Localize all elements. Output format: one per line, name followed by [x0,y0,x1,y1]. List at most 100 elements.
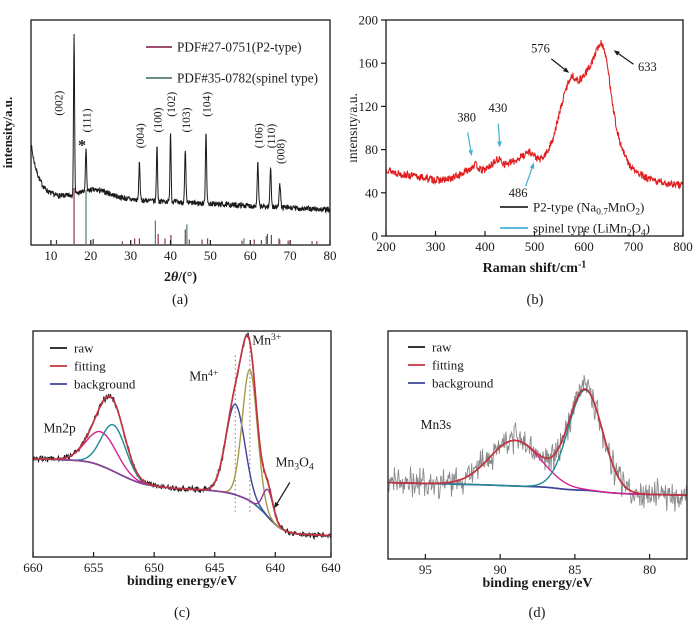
y-tick-label: 40 [365,185,378,200]
reference-stick-series [55,188,318,244]
raman-chart: 200 300 400 500 600 700 800 0 40 80 120 160 200 380 43… [345,13,693,277]
species-label: Mn3s [420,417,451,432]
x-tick-label: 30 [124,248,137,263]
peak-hkl-label: (111) [82,108,94,132]
legend-label: PDF#35-0782(spinel type) [177,71,318,86]
x-tick-label: 655 [84,560,104,575]
x-tick-label: 95 [419,562,432,577]
y-tick-label: 160 [359,56,379,71]
fitting-path [388,388,688,497]
panel-c-mn2p-xps: 660 655 650 645 640 640 Mn2p Mn4+ Mn3+ Mn3O4 bindi… [0,314,350,628]
species-label: Mn2p [44,421,77,436]
y-axis-ticks: 0 40 80 120 160 200 [359,13,386,244]
guide-lines [234,337,251,512]
x-tick-label: 500 [525,239,545,254]
y-axis-label: intensity/a.u. [0,97,15,169]
legend-label: P2-type (Na0.7MnO2) [533,200,644,218]
legend-label: spinel type (LiMn2O4) [533,221,650,239]
x-tick-label: 60 [244,248,257,263]
x-tick-label: 200 [376,239,396,254]
raw-trace-path [387,375,688,512]
legend-label: raw [432,340,452,355]
x-axis-ticks: 95 90 85 80 [419,554,656,577]
raman-peak-annotation: 430 [488,101,507,115]
panel-b-raman: 200 300 400 500 600 700 800 0 40 80 120 160 200 380 43… [345,0,700,314]
legend-label: fitting [432,358,464,373]
raw-trace [387,375,688,512]
component-path [32,430,332,537]
x-tick-label: 80 [324,248,337,263]
x-tick-label: 645 [205,560,225,575]
x-tick-label: 300 [426,239,446,254]
peak-hkl-label: (008) [275,139,287,164]
component-path [32,368,332,537]
legend-label: raw [74,341,94,356]
panel-a-xrd: 10 20 30 40 50 60 70 80 (002) (111) (004) (100) (102… [0,0,350,314]
fit-envelope [32,334,332,537]
x-tick-label: 600 [574,239,594,254]
legend-label: background [432,376,494,391]
raman-trace [385,40,684,190]
component-path [32,457,332,537]
x-tick-label: 400 [475,239,495,254]
x-tick-label: 800 [673,239,693,254]
peak-labels: (002) (111) (004) (100)(102)(103) (104) (106)… [54,91,288,164]
component-path [32,423,332,537]
raman-trace-path [385,40,684,190]
x-tick-label: 650 [144,560,164,575]
peak-hkl-label: (103) [181,107,193,132]
legend-label: fitting [74,359,106,374]
species-labels: Mn3s [420,417,451,432]
x-tick-label: 90 [494,562,507,577]
legend-label: background [74,377,136,392]
x-tick-label: 85 [568,562,581,577]
mn2p-xps-chart: 660 655 650 645 640 640 Mn2p Mn4+ Mn3+ Mn3O4 bindi… [23,330,341,589]
x-axis-label: binding energy/eV [127,574,237,589]
peak-hkl-label: (002) [54,91,66,116]
species-label: Mn4+ [189,368,218,384]
x-axis-label: 2θ/(°) [164,270,197,285]
x-axis-label: Raman shift/cm-1 [483,260,587,277]
peak-hkl-label: (110) [266,124,278,149]
legend: raw fitting background [408,340,494,391]
mn3s-xps-chart: 95 90 85 80 Mn3s binding energy/eV raw fitting b… [387,330,688,591]
x-tick-label: 40 [164,248,177,263]
background-curve [32,457,332,537]
peak-hkl-label: (004) [135,123,147,148]
annotations: 380 430 486 576 633 [457,41,656,200]
peak-hkl-label: (106) [253,123,265,148]
x-axis-label: binding energy/eV [482,576,592,591]
x-axis-ticks: 10 20 30 40 50 60 70 80 [44,240,337,263]
species-label: Mn3+ [252,332,281,348]
component-path [32,403,332,537]
plot-box [32,330,332,558]
y-tick-label: 0 [372,229,379,244]
fit-envelope [388,388,688,497]
x-axis-ticks: 660 655 650 645 640 640 [23,552,341,575]
species-labels: Mn2p Mn4+ Mn3+ Mn3O4 [44,332,314,509]
x-axis-ticks: 200 300 400 500 600 700 800 [376,231,693,254]
x-tick-label: 640 [266,560,286,575]
xrd-chart: 10 20 30 40 50 60 70 80 (002) (111) (004) (100)(102… [0,19,337,285]
raman-peak-annotation: 633 [638,60,657,74]
legend: P2-type (Na0.7MnO2) spinel type (LiMn2O4) [500,200,650,239]
x-tick-label: 700 [624,239,644,254]
plot-box [387,330,688,560]
x-tick-label: 660 [23,560,43,575]
raman-peak-annotation: 486 [509,186,528,200]
legend-label: PDF#27-0751(P2-type) [177,40,302,55]
fitting-path [32,334,332,537]
legend: raw fitting background [50,341,136,392]
peak-hkl-label: (104) [202,92,214,117]
fit-components [32,368,332,537]
x-tick-label: 20 [84,248,97,263]
x-tick-label: 80 [643,562,656,577]
y-tick-label: 80 [365,142,378,157]
raman-peak-annotation: 380 [457,111,476,125]
panel-d-mn3s-xps: 95 90 85 80 Mn3s binding energy/eV raw fitting b… [350,314,700,628]
peak-hkl-label: (102) [166,92,178,117]
xrd-trace-path [30,34,331,214]
y-tick-label: 120 [359,99,379,114]
xrd-trace [30,34,331,214]
x-tick-label: 70 [284,248,297,263]
